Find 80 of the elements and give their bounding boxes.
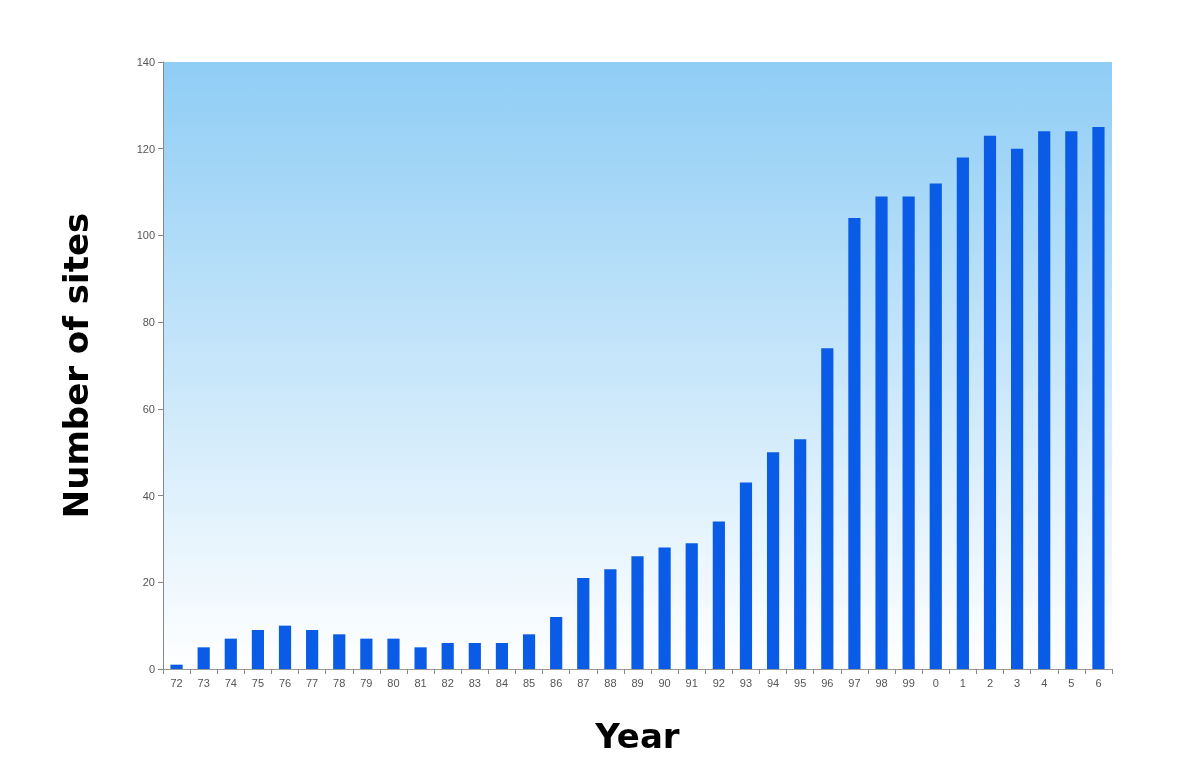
y-tick-label: 0 bbox=[148, 663, 155, 675]
bar bbox=[550, 616, 563, 669]
x-tick-label: 77 bbox=[306, 676, 319, 689]
x-tick-label: 92 bbox=[712, 676, 725, 689]
y-tick-label: 100 bbox=[136, 229, 155, 242]
x-tick-label: 85 bbox=[522, 676, 536, 689]
x-tick-label: 5 bbox=[1068, 676, 1075, 689]
bar bbox=[1011, 148, 1024, 669]
y-tick-label: 40 bbox=[142, 489, 155, 502]
bar bbox=[197, 647, 210, 669]
bar bbox=[387, 638, 400, 669]
bar bbox=[251, 629, 264, 669]
x-tick-label: 96 bbox=[821, 676, 834, 689]
bar bbox=[685, 543, 698, 669]
bar bbox=[631, 556, 644, 669]
x-tick-label: 81 bbox=[414, 676, 427, 689]
bar bbox=[848, 218, 861, 669]
bar bbox=[1092, 127, 1105, 669]
bar bbox=[522, 634, 536, 669]
x-tick-label: 95 bbox=[794, 676, 807, 689]
x-tick-label: 84 bbox=[495, 676, 509, 689]
x-axis-title: Year bbox=[594, 716, 680, 756]
x-tick-label: 88 bbox=[604, 676, 617, 689]
bar bbox=[360, 638, 373, 669]
y-axis-title: Number of sites bbox=[56, 212, 96, 519]
bar bbox=[577, 577, 590, 669]
x-tick-label: 79 bbox=[360, 676, 373, 689]
x-tick-label: 74 bbox=[224, 676, 237, 689]
x-tick-label: 78 bbox=[333, 676, 346, 689]
bar bbox=[956, 157, 969, 669]
x-tick-label: 89 bbox=[631, 676, 644, 689]
bar bbox=[766, 452, 780, 669]
x-tick-label: 94 bbox=[766, 676, 780, 689]
x-tick-label: 0 bbox=[932, 676, 939, 689]
bar bbox=[929, 183, 942, 669]
bar bbox=[604, 569, 617, 669]
y-tick-label: 60 bbox=[142, 402, 155, 415]
y-tick-label: 80 bbox=[142, 316, 155, 329]
x-tick-label: 4 bbox=[1041, 676, 1048, 689]
x-tick-label: 91 bbox=[685, 676, 698, 689]
x-tick-label: 72 bbox=[170, 676, 183, 689]
x-tick-label: 86 bbox=[550, 676, 563, 689]
x-tick-label: 80 bbox=[387, 676, 400, 689]
x-tick-label: 82 bbox=[441, 676, 454, 689]
y-tick-label: 120 bbox=[136, 142, 155, 155]
bar bbox=[441, 642, 454, 669]
bar bbox=[1065, 131, 1078, 669]
bar bbox=[739, 482, 753, 669]
bar bbox=[468, 642, 481, 669]
bar bbox=[794, 439, 807, 669]
bar bbox=[658, 547, 671, 669]
bar bbox=[170, 664, 183, 669]
bar bbox=[1038, 131, 1051, 669]
x-tick-label: 90 bbox=[658, 676, 671, 689]
x-tick-label: 87 bbox=[577, 676, 590, 689]
x-tick-label: 76 bbox=[278, 676, 292, 689]
bar bbox=[495, 642, 509, 669]
x-tick-label: 99 bbox=[902, 676, 915, 689]
y-tick-label: 140 bbox=[136, 56, 155, 68]
x-tick-label: 6 bbox=[1095, 676, 1102, 689]
bar bbox=[278, 625, 292, 669]
x-tick-label: 75 bbox=[251, 676, 265, 689]
bar bbox=[712, 521, 725, 669]
bar bbox=[224, 638, 237, 669]
x-tick-label: 83 bbox=[468, 676, 481, 689]
x-tick-label: 98 bbox=[875, 676, 888, 689]
x-tick-label: 97 bbox=[848, 676, 861, 689]
bar bbox=[983, 135, 997, 669]
bar bbox=[306, 629, 319, 669]
x-tick-label: 1 bbox=[959, 676, 966, 689]
bar bbox=[902, 196, 915, 669]
bar bbox=[821, 348, 834, 669]
bar bbox=[414, 647, 427, 669]
bar bbox=[875, 196, 888, 669]
bar bbox=[333, 634, 346, 669]
x-tick-label: 73 bbox=[197, 676, 210, 689]
y-tick-label: 20 bbox=[142, 576, 155, 589]
x-tick-label: 2 bbox=[986, 676, 994, 689]
x-tick-label: 3 bbox=[1014, 676, 1021, 689]
x-tick-label: 93 bbox=[739, 676, 753, 689]
